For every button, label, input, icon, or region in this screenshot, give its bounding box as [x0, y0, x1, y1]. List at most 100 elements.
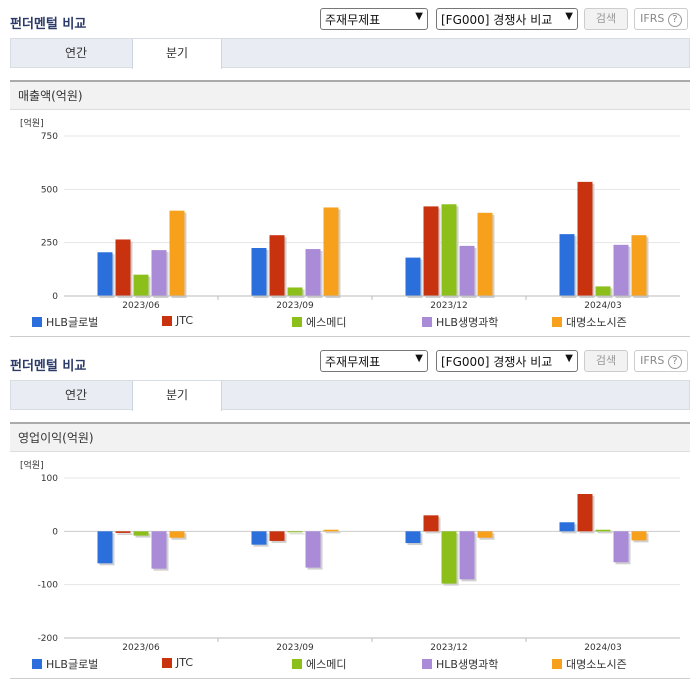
- statement-select-value: 주재무제표: [325, 355, 381, 369]
- chart-legend: HLB글로벌 JTC 에스메디 HLB생명과학 대명소노시즌: [0, 656, 696, 674]
- tab-quarterly[interactable]: 분기: [132, 381, 222, 411]
- period-tabs: 연간 분기: [10, 38, 690, 69]
- legend-label: HLB글로벌: [46, 316, 99, 329]
- legend-item[interactable]: 에스메디: [292, 656, 346, 672]
- legend-label: HLB글로벌: [46, 658, 99, 671]
- bar-대명소노시즌-2023/06[interactable]: [169, 531, 185, 538]
- legend-item[interactable]: 대명소노시즌: [552, 656, 627, 672]
- panel-title: 펀더멘털 비교: [10, 359, 87, 374]
- y-tick-label: 0: [52, 527, 58, 537]
- legend-label: JTC: [176, 656, 193, 669]
- bar-HLB글로벌-2023/06[interactable]: [97, 531, 113, 564]
- bar-HLB생명과학-2023/09[interactable]: [305, 249, 321, 296]
- peer-group-select[interactable]: [FG000] 경쟁사 비교 ▼: [436, 350, 578, 372]
- legend-swatch: [422, 317, 432, 327]
- bar-HLB글로벌-2024/03[interactable]: [559, 522, 575, 532]
- bar-JTC-2024/03[interactable]: [577, 494, 593, 532]
- bar-대명소노시즌-2023/09[interactable]: [323, 207, 339, 296]
- bar-HLB생명과학-2023/06[interactable]: [151, 531, 167, 569]
- legend-swatch: [162, 657, 172, 668]
- legend-item[interactable]: 에스메디: [292, 314, 346, 330]
- bar-대명소노시즌-2023/12[interactable]: [477, 531, 493, 538]
- bar-에스메디-2023/06[interactable]: [133, 531, 149, 536]
- bar-대명소노시즌-2024/03[interactable]: [631, 235, 647, 296]
- legend-label: HLB생명과학: [436, 316, 499, 329]
- search-button[interactable]: 검색: [584, 350, 628, 372]
- bar-HLB생명과학-2024/03[interactable]: [613, 244, 629, 296]
- bar-에스메디-2023/09[interactable]: [287, 287, 303, 296]
- bar-에스메디-2023/06[interactable]: [133, 274, 149, 296]
- bar-JTC-2023/09[interactable]: [269, 531, 285, 541]
- bar-shadow: [325, 531, 341, 534]
- bar-shadow: [289, 533, 305, 535]
- bar-에스메디-2023/12[interactable]: [441, 531, 457, 584]
- bar-HLB글로벌-2024/03[interactable]: [559, 234, 575, 296]
- x-tick-label: 2024/03: [584, 643, 621, 653]
- bar-JTC-2023/09[interactable]: [269, 235, 285, 296]
- x-tick-label: 2023/12: [430, 643, 467, 653]
- bar-대명소노시즌-2024/03[interactable]: [631, 531, 647, 541]
- legend-item[interactable]: HLB생명과학: [422, 314, 498, 330]
- legend-item[interactable]: HLB글로벌: [32, 314, 98, 330]
- legend-label: HLB생명과학: [436, 658, 499, 671]
- x-tick-label: 2023/09: [276, 301, 314, 311]
- y-tick-label: 0: [52, 292, 58, 302]
- chevron-down-icon: ▼: [415, 11, 423, 22]
- bar-에스메디-2024/03[interactable]: [595, 286, 611, 296]
- legend-swatch: [552, 659, 562, 669]
- tab-quarterly[interactable]: 분기: [132, 39, 222, 69]
- legend-item[interactable]: JTC: [162, 314, 193, 327]
- legend-swatch: [552, 317, 562, 327]
- x-tick-label: 2024/03: [584, 301, 621, 311]
- y-tick-label: 500: [41, 185, 58, 195]
- bar-shadow: [117, 533, 133, 535]
- bar-HLB글로벌-2023/12[interactable]: [405, 531, 421, 544]
- ifrs-button[interactable]: IFRS ?: [634, 350, 688, 372]
- section-header: 매출액(억원): [10, 80, 690, 110]
- bar-JTC-2023/12[interactable]: [423, 515, 439, 532]
- x-tick-label: 2023/12: [430, 301, 467, 311]
- bar-에스메디-2024/03[interactable]: [595, 529, 611, 532]
- x-tick-label: 2023/09: [276, 643, 314, 653]
- bar-HLB생명과학-2023/12[interactable]: [459, 245, 475, 296]
- tab-annual[interactable]: 연간: [64, 46, 88, 60]
- legend-item[interactable]: HLB글로벌: [32, 656, 98, 672]
- legend-swatch: [162, 315, 172, 326]
- ifrs-label: IFRS: [640, 354, 665, 367]
- bar-HLB글로벌-2023/09[interactable]: [251, 531, 267, 545]
- legend-label: 대명소노시즌: [566, 316, 627, 329]
- legend-swatch: [32, 317, 42, 327]
- bar-JTC-2023/06[interactable]: [115, 239, 131, 296]
- bar-JTC-2023/06[interactable]: [115, 531, 131, 533]
- legend-item[interactable]: JTC: [162, 656, 193, 669]
- bar-에스메디-2023/12[interactable]: [441, 204, 457, 296]
- y-unit-label: [억원]: [20, 459, 44, 471]
- bar-JTC-2024/03[interactable]: [577, 181, 593, 296]
- legend-item[interactable]: 대명소노시즌: [552, 314, 627, 330]
- bar-JTC-2023/12[interactable]: [423, 206, 439, 296]
- bar-HLB글로벌-2023/06[interactable]: [97, 252, 113, 296]
- bar-HLB생명과학-2023/09[interactable]: [305, 531, 321, 568]
- legend-label: 에스메디: [306, 658, 347, 671]
- y-tick-label: 100: [41, 474, 58, 484]
- legend-label: 대명소노시즌: [566, 658, 627, 671]
- bar-HLB생명과학-2023/12[interactable]: [459, 531, 475, 580]
- bar-HLB글로벌-2023/12[interactable]: [405, 257, 421, 296]
- tab-annual[interactable]: 연간: [64, 388, 88, 402]
- bar-대명소노시즌-2023/09[interactable]: [323, 529, 339, 532]
- peer-group-select[interactable]: [FG000] 경쟁사 비교 ▼: [436, 8, 578, 30]
- bar-대명소노시즌-2023/12[interactable]: [477, 212, 493, 296]
- statement-select[interactable]: 주재무제표 ▼: [320, 350, 428, 372]
- search-button[interactable]: 검색: [584, 8, 628, 30]
- x-tick-label: 2023/06: [122, 301, 160, 311]
- bar-HLB글로벌-2023/09[interactable]: [251, 248, 267, 296]
- legend-item[interactable]: HLB생명과학: [422, 656, 498, 672]
- bar-에스메디-2023/09[interactable]: [287, 531, 303, 533]
- bar-대명소노시즌-2023/06[interactable]: [169, 210, 185, 296]
- statement-select[interactable]: 주재무제표 ▼: [320, 8, 428, 30]
- peer-group-select-value: [FG000] 경쟁사 비교: [441, 355, 553, 369]
- ifrs-button[interactable]: IFRS ?: [634, 8, 688, 30]
- y-tick-label: -200: [38, 634, 59, 644]
- bar-HLB생명과학-2023/06[interactable]: [151, 250, 167, 296]
- bar-HLB생명과학-2024/03[interactable]: [613, 531, 629, 563]
